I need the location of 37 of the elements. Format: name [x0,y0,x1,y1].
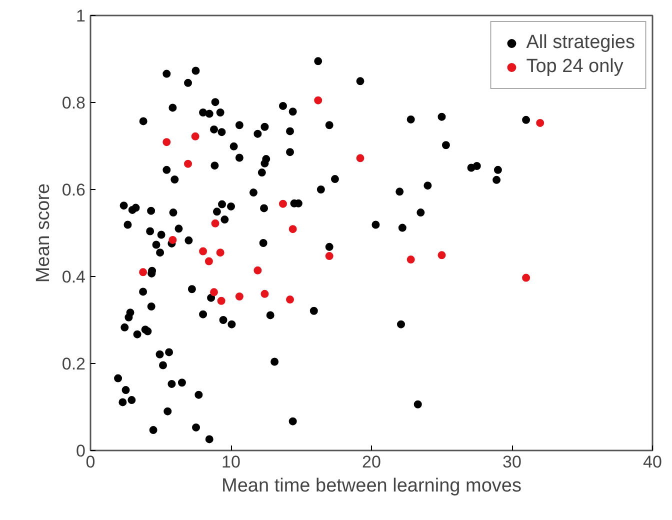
point [325,252,334,260]
x-axis-title: Mean time between learning moves [222,476,522,496]
point [356,154,364,162]
y-tick-label: 1 [76,6,86,26]
point [522,274,530,282]
point [168,236,177,244]
y-tick-label: 0.2 [62,354,86,374]
y-tick-label: 0.8 [62,94,86,112]
point [260,290,269,298]
point [286,296,294,304]
point [211,219,220,228]
point [139,268,148,276]
point [314,96,322,104]
point [235,292,244,301]
point [191,132,200,140]
y-tick-label: 0.4 [62,268,86,286]
legend-label: Top 24 only [526,56,624,78]
point [438,251,446,260]
point [406,256,415,264]
point [254,266,262,274]
point [288,225,297,234]
point [162,138,171,146]
point [199,247,208,256]
point [184,160,192,168]
point [216,248,224,257]
point [204,257,213,266]
x-tick-label: 40 [643,452,662,472]
y-tick-label: 0.6 [62,180,86,200]
y-axis-title: Mean score [32,183,54,283]
point [210,288,218,296]
x-tick-label: 20 [362,452,381,472]
legend-label: All strategies [526,32,635,54]
point [217,296,226,305]
point [278,200,287,208]
x-tick-label: 30 [502,452,522,472]
point [536,118,544,127]
x-tick-label: 10 [222,452,240,472]
